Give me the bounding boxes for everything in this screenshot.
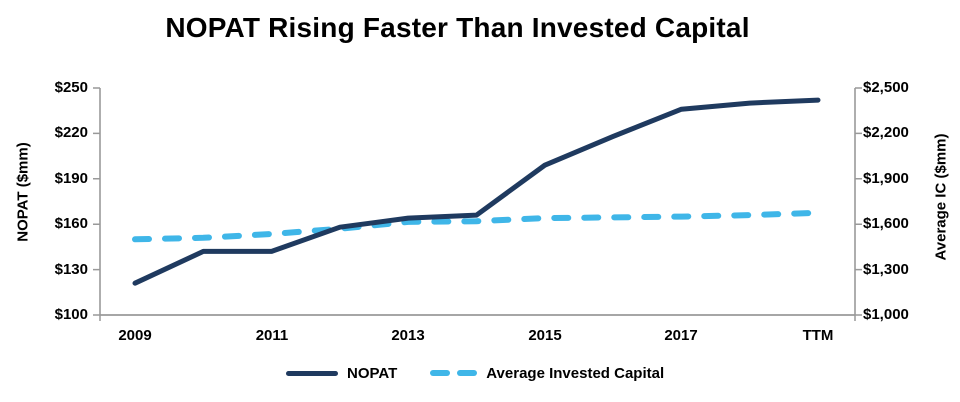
right-axis-tick: $2,200 bbox=[863, 124, 909, 141]
x-axis-tick: 2017 bbox=[664, 327, 698, 344]
left-axis-tick: $250 bbox=[54, 79, 88, 96]
right-axis-tick: $1,300 bbox=[863, 261, 909, 278]
nopat-legend-swatch bbox=[286, 370, 338, 376]
left-axis-tick: $160 bbox=[54, 215, 88, 232]
nopat-line bbox=[132, 97, 821, 286]
invested-capital-legend-swatch bbox=[430, 370, 478, 376]
right-axis-tick: $2,500 bbox=[863, 79, 909, 96]
x-axis-tick: 2015 bbox=[528, 327, 562, 344]
chart-title: NOPAT Rising Faster Than Invested Capita… bbox=[165, 12, 750, 43]
invested-capital-legend-label: Average Invested Capital bbox=[486, 364, 665, 382]
right-axis-tick: $1,600 bbox=[863, 215, 909, 232]
left-axis-tick-marks bbox=[93, 87, 100, 316]
x-axis-tick: 2011 bbox=[255, 327, 289, 344]
x-axis-tick: 2009 bbox=[118, 327, 152, 344]
chart-legend: NOPAT Average Invested Capital bbox=[286, 360, 664, 386]
left-axis-tick: $220 bbox=[54, 124, 88, 141]
left-axis-tick: $130 bbox=[54, 261, 88, 278]
x-axis-tick: TTM bbox=[802, 327, 834, 344]
left-axis-tick: $100 bbox=[54, 306, 88, 323]
right-axis-tick: $1,000 bbox=[863, 306, 909, 323]
bottom-axis-tick-marks bbox=[99, 315, 856, 321]
right-axis-tick: $1,900 bbox=[863, 170, 909, 187]
x-axis-tick: 2013 bbox=[391, 327, 425, 344]
nopat-legend-label: NOPAT bbox=[347, 364, 398, 382]
average-invested-capital-line bbox=[132, 209, 821, 243]
left-axis-tick: $190 bbox=[54, 170, 88, 187]
right-axis-tick-marks bbox=[855, 87, 862, 316]
